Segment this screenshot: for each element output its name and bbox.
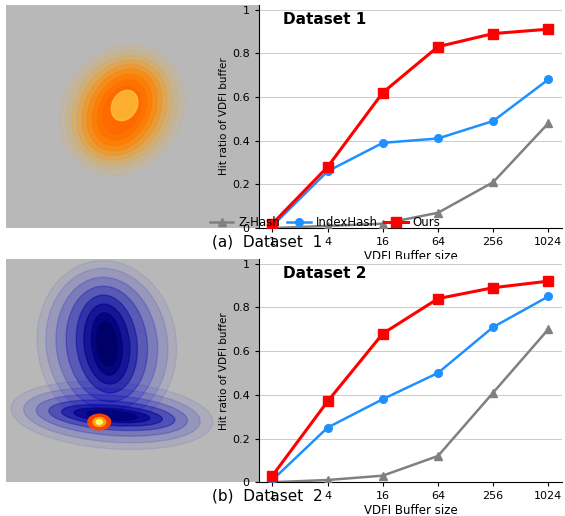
Ours — [324, 398, 331, 405]
Ours — [490, 285, 497, 291]
Ellipse shape — [66, 286, 147, 402]
IndexHash — [545, 294, 552, 300]
Ellipse shape — [97, 80, 146, 140]
Z-Hash — [269, 225, 276, 231]
Ellipse shape — [46, 268, 168, 420]
Ellipse shape — [56, 277, 158, 411]
IndexHash — [490, 324, 497, 330]
Ellipse shape — [77, 60, 167, 160]
X-axis label: VDFI Buffer size: VDFI Buffer size — [363, 250, 457, 263]
Ours — [269, 473, 276, 479]
Z-Hash — [490, 179, 497, 185]
Ellipse shape — [59, 44, 185, 175]
IndexHash — [380, 140, 386, 146]
Ours — [434, 43, 441, 50]
Z-Hash — [324, 477, 331, 483]
Line: IndexHash: IndexHash — [268, 76, 552, 230]
Ellipse shape — [84, 304, 130, 384]
Ellipse shape — [11, 381, 213, 449]
Ellipse shape — [37, 261, 177, 427]
Ellipse shape — [86, 411, 137, 420]
Text: (a)  Dataset  1: (a) Dataset 1 — [212, 235, 323, 250]
Ellipse shape — [66, 50, 179, 170]
Ellipse shape — [88, 414, 111, 430]
Ellipse shape — [111, 90, 138, 121]
IndexHash — [269, 477, 276, 483]
Ellipse shape — [72, 56, 172, 164]
IndexHash — [380, 396, 386, 402]
Z-Hash — [380, 473, 386, 479]
Line: Z-Hash: Z-Hash — [268, 119, 552, 232]
Z-Hash — [545, 120, 552, 126]
Ellipse shape — [24, 388, 200, 443]
Legend: Z-Hash, IndexHash, Ours: Z-Hash, IndexHash, Ours — [210, 216, 441, 229]
Ours — [380, 331, 386, 337]
Z-Hash — [434, 209, 441, 216]
IndexHash — [269, 223, 276, 229]
Ours — [545, 26, 552, 33]
IndexHash — [324, 168, 331, 174]
Line: IndexHash: IndexHash — [268, 293, 552, 484]
Ours — [269, 221, 276, 227]
IndexHash — [434, 370, 441, 376]
Ellipse shape — [96, 420, 102, 424]
Z-Hash — [434, 453, 441, 459]
Ours — [434, 296, 441, 302]
Ellipse shape — [92, 313, 122, 375]
Text: Dataset 1: Dataset 1 — [283, 12, 366, 27]
IndexHash — [434, 135, 441, 141]
Ellipse shape — [76, 295, 137, 393]
Ours — [380, 89, 386, 95]
IndexHash — [324, 425, 331, 431]
Line: Ours: Ours — [268, 25, 553, 228]
Ellipse shape — [103, 86, 141, 134]
Ellipse shape — [92, 74, 152, 146]
Line: Ours: Ours — [268, 277, 553, 480]
Ours — [545, 278, 552, 284]
Line: Z-Hash: Z-Hash — [268, 326, 552, 486]
IndexHash — [545, 76, 552, 83]
Z-Hash — [545, 326, 552, 332]
Z-Hash — [269, 479, 276, 486]
Ellipse shape — [36, 395, 188, 436]
Z-Hash — [380, 221, 386, 227]
Ellipse shape — [74, 408, 150, 423]
Ellipse shape — [82, 64, 162, 155]
Y-axis label: Hit ratio of VDFI buffer: Hit ratio of VDFI buffer — [219, 58, 229, 175]
Text: (b)  Dataset  2: (b) Dataset 2 — [212, 489, 323, 504]
Y-axis label: Hit ratio of VDFI buffer: Hit ratio of VDFI buffer — [219, 312, 229, 430]
Z-Hash — [490, 390, 497, 396]
IndexHash — [490, 118, 497, 124]
Ellipse shape — [62, 405, 162, 426]
Ellipse shape — [49, 400, 175, 430]
Ours — [490, 30, 497, 37]
Ellipse shape — [97, 322, 117, 366]
Z-Hash — [324, 223, 331, 229]
Ours — [324, 164, 331, 170]
X-axis label: VDFI Buffer size: VDFI Buffer size — [363, 504, 457, 516]
Ellipse shape — [87, 69, 157, 151]
Text: Dataset 2: Dataset 2 — [283, 266, 366, 281]
Ellipse shape — [93, 417, 106, 427]
